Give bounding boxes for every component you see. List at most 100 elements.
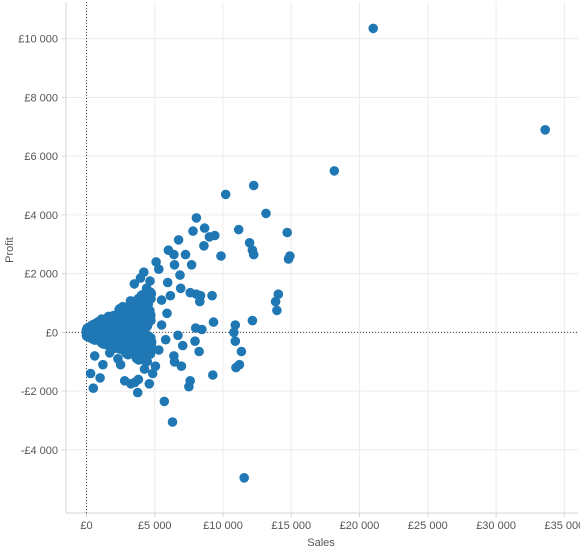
data-point [248, 180, 259, 191]
data-point [230, 336, 241, 347]
data-point [247, 315, 258, 326]
data-point [177, 340, 188, 351]
data-point [233, 224, 244, 235]
data-point [194, 346, 204, 357]
data-point [101, 324, 112, 335]
y-tick-label: -£2 000 [21, 386, 58, 398]
data-point [113, 354, 123, 364]
y-tick-label: £10 000 [18, 34, 58, 46]
data-point [162, 277, 173, 288]
y-tick-label: £2 000 [24, 269, 58, 281]
data-point [176, 361, 187, 372]
data-point [195, 296, 205, 307]
data-point [136, 296, 147, 307]
y-tick-label: £0 [46, 327, 58, 339]
data-point [270, 296, 281, 307]
data-point [368, 23, 379, 34]
data-point [165, 290, 176, 301]
data-point [199, 241, 209, 251]
data-point [98, 359, 108, 370]
data-point [204, 232, 215, 242]
data-point [230, 320, 241, 330]
data-point [88, 383, 99, 394]
data-point [141, 319, 152, 329]
data-point [208, 370, 218, 380]
data-point [160, 334, 171, 345]
data-point [272, 305, 282, 316]
data-point [329, 166, 340, 176]
data-point [197, 324, 207, 335]
x-tick-label: £35 000 [544, 520, 580, 532]
data-point [129, 279, 140, 289]
x-tick-label: £5 000 [138, 520, 172, 532]
data-point [89, 351, 100, 361]
data-point [239, 473, 249, 483]
x-tick-label: £30 000 [476, 520, 516, 532]
data-point [283, 254, 294, 264]
data-point [147, 368, 158, 379]
data-point [123, 349, 133, 360]
data-point [234, 359, 245, 370]
data-points [81, 23, 550, 483]
data-point [138, 306, 148, 317]
data-point [188, 226, 198, 236]
data-point [116, 324, 126, 335]
grid [66, 2, 578, 513]
x-tick-label: £20 000 [340, 520, 380, 532]
data-point [207, 290, 217, 301]
x-tick-label: £15 000 [271, 520, 311, 532]
data-point [130, 325, 140, 336]
data-point [125, 296, 136, 306]
data-point [175, 283, 186, 294]
data-point [138, 343, 148, 354]
data-point [95, 373, 105, 383]
axes [62, 2, 578, 517]
y-tick-label: £8 000 [24, 92, 58, 104]
data-point [151, 257, 161, 267]
y-axis-title: Profit [4, 237, 16, 263]
tick-labels: £0 £5 000 £10 000 £15 000 £20 000 £25 000 £30 … [18, 34, 580, 532]
data-point [132, 387, 143, 398]
data-point [229, 327, 239, 338]
data-point [119, 376, 130, 386]
data-point [104, 348, 115, 358]
data-point [115, 310, 126, 321]
data-point [146, 340, 157, 351]
data-point [135, 273, 146, 283]
data-point [540, 125, 550, 135]
data-point [190, 336, 200, 347]
data-point [261, 208, 271, 219]
data-point [236, 346, 247, 357]
data-point [216, 251, 226, 261]
data-point [191, 213, 202, 223]
data-point [244, 238, 255, 248]
y-tick-label: £6 000 [24, 151, 58, 163]
data-point [169, 357, 180, 367]
data-point [85, 368, 96, 379]
data-point [144, 379, 155, 389]
data-point [273, 289, 284, 300]
data-point [162, 308, 172, 319]
y-tick-label: £4 000 [24, 210, 58, 222]
data-point [184, 381, 194, 392]
data-point [156, 320, 167, 330]
data-point [141, 355, 151, 366]
data-point [199, 223, 210, 233]
data-point [186, 260, 197, 270]
data-point [92, 326, 103, 337]
data-point [128, 313, 138, 323]
data-point [154, 345, 164, 355]
data-point [169, 260, 180, 270]
data-point [282, 227, 293, 238]
data-point [139, 364, 150, 374]
x-tick-label: £0 [80, 520, 92, 532]
data-point [101, 314, 111, 325]
y-tick-label: -£4 000 [21, 445, 58, 457]
data-point [145, 276, 155, 286]
data-point [173, 330, 183, 341]
x-tick-label: £10 000 [203, 520, 243, 532]
data-point [167, 417, 178, 427]
data-point [173, 235, 184, 245]
